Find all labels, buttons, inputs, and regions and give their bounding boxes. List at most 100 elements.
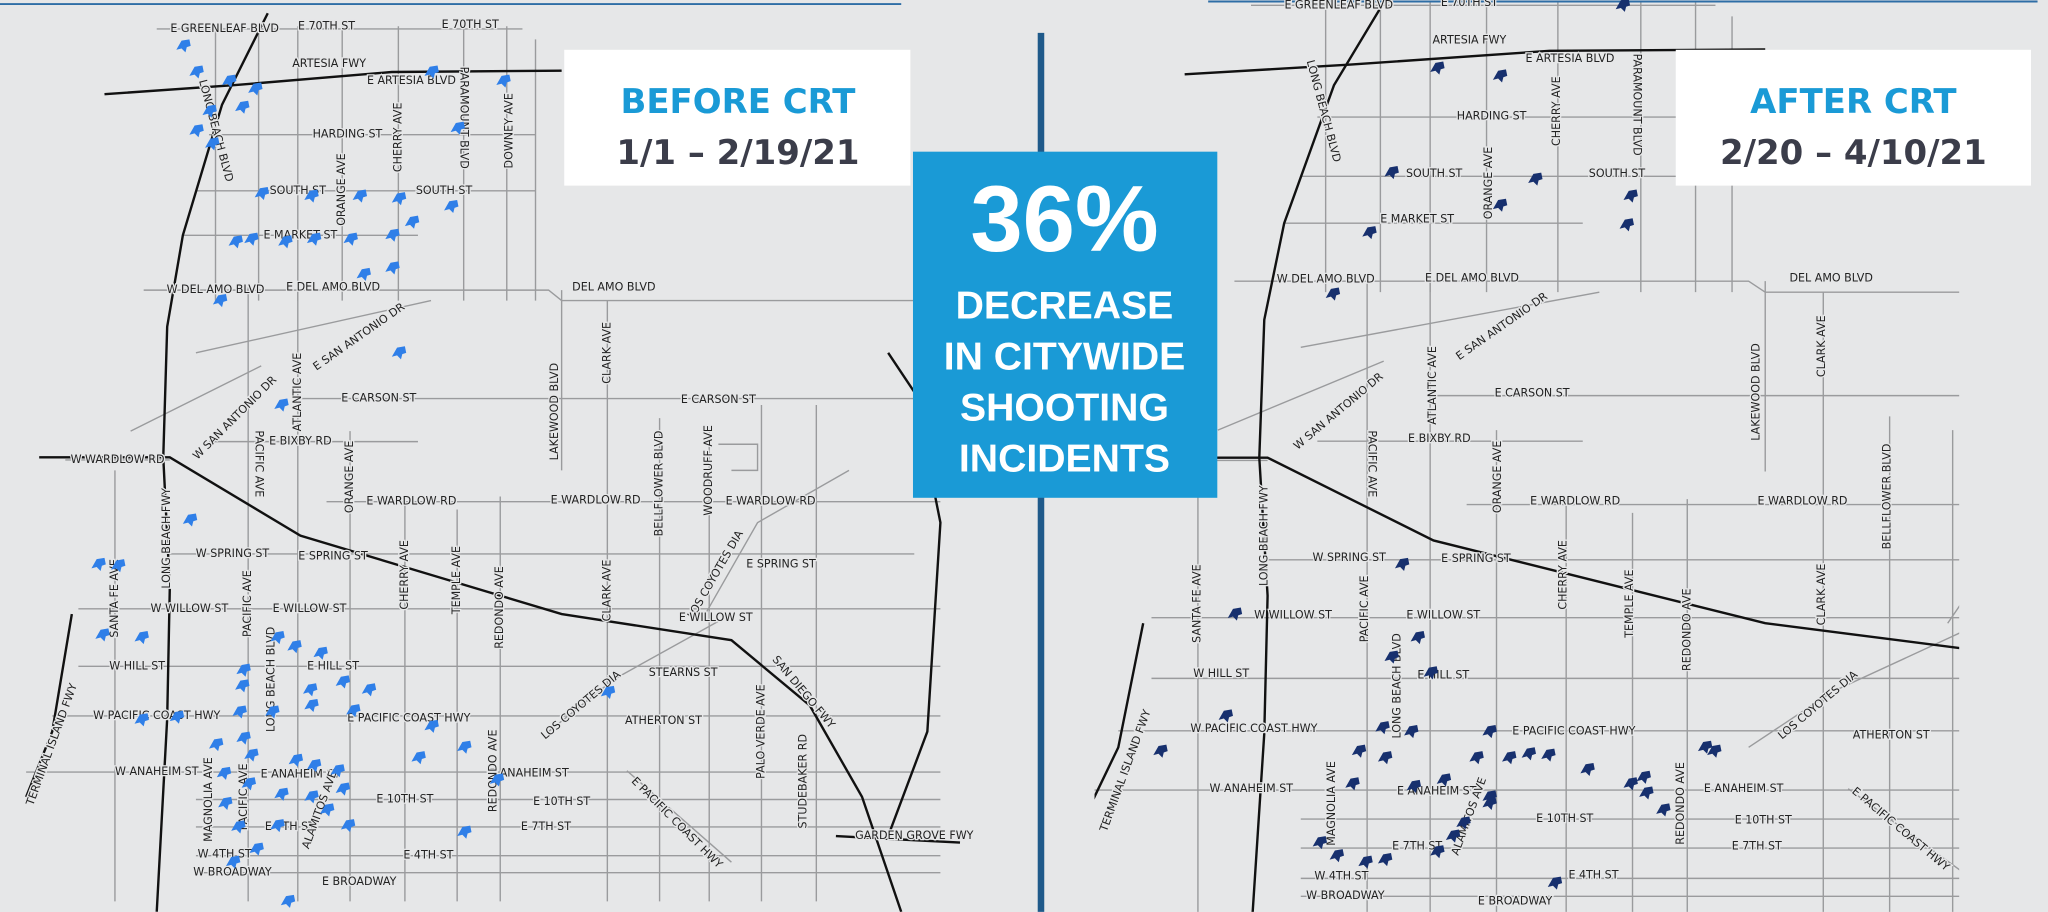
freeway bbox=[888, 353, 940, 836]
incident-marker bbox=[278, 235, 293, 249]
incident-marker bbox=[1623, 777, 1638, 791]
incident-marker bbox=[335, 782, 351, 796]
incident-marker bbox=[212, 294, 228, 308]
street-label: CHERRY AVE bbox=[1550, 76, 1563, 146]
incident-marker bbox=[236, 663, 251, 677]
street-label: REDONDO AVE bbox=[1674, 762, 1687, 845]
incident-marker bbox=[249, 842, 264, 856]
street-label: E BROADWAY bbox=[322, 875, 397, 888]
street-label: W WILLOW ST bbox=[1254, 608, 1332, 621]
incident-marker bbox=[236, 731, 251, 745]
incident-marker bbox=[1547, 876, 1563, 890]
incident-marker bbox=[134, 713, 149, 727]
incident-marker bbox=[1656, 803, 1671, 817]
incident-marker bbox=[1469, 751, 1484, 765]
street bbox=[196, 301, 431, 353]
street bbox=[1749, 623, 1981, 747]
street-label: E BIXBY RD bbox=[269, 435, 332, 448]
street-label: E WARDLOW RD bbox=[726, 495, 816, 508]
incident-marker bbox=[1521, 747, 1536, 761]
incident-marker bbox=[600, 685, 616, 699]
street-label: LONG BEACH FWY bbox=[160, 488, 173, 589]
incident-marker bbox=[304, 698, 319, 712]
street-label: W HILL ST bbox=[1193, 667, 1249, 680]
after-title-box bbox=[1675, 49, 2032, 186]
incident-marker bbox=[335, 675, 351, 689]
street-label: CLARK AVE bbox=[1815, 564, 1828, 626]
incident-marker bbox=[404, 215, 420, 229]
incident-marker bbox=[225, 855, 241, 869]
street-label: E 70TH ST bbox=[442, 18, 499, 31]
incident-marker bbox=[287, 640, 302, 654]
road-network bbox=[26, 13, 960, 912]
street-label: MAGNOLIA AVE bbox=[1325, 761, 1338, 846]
incident-marker bbox=[1482, 796, 1497, 810]
street-label: W PACIFIC COAST HWY bbox=[93, 709, 220, 722]
street-label: W 4TH ST bbox=[198, 847, 252, 860]
street-label: E PACIFIC COAST HWY bbox=[1512, 725, 1635, 738]
street-label: MAGNOLIA AVE bbox=[202, 757, 215, 842]
incident-marker bbox=[218, 796, 233, 810]
incident-marker bbox=[320, 803, 335, 817]
incident-marker bbox=[356, 267, 371, 281]
incident-marker bbox=[274, 787, 289, 801]
incident-marker bbox=[424, 65, 439, 79]
street-label: REDONDO AVE bbox=[493, 566, 506, 649]
incident-marker bbox=[134, 631, 149, 645]
street-label: E PACIFIC COAST HWY bbox=[347, 712, 470, 725]
freeway bbox=[157, 13, 268, 912]
street-label: E ANAHEIM ST bbox=[261, 768, 341, 781]
street-label: E 10TH ST bbox=[376, 793, 433, 806]
callout-headline: 36% bbox=[970, 166, 1158, 271]
freeway bbox=[1251, 0, 1392, 912]
incident-marker bbox=[330, 764, 345, 778]
street bbox=[1234, 281, 2048, 292]
incident-marker bbox=[1406, 779, 1422, 793]
incident-marker bbox=[91, 557, 106, 571]
incident-marker bbox=[265, 705, 280, 719]
street-label: PACIFIC AVE bbox=[237, 763, 250, 830]
incident-marker bbox=[424, 719, 439, 733]
street bbox=[1218, 361, 1384, 430]
street-label: TEMPLE AVE bbox=[1623, 569, 1636, 638]
street-label: ATHERTON ST bbox=[1853, 729, 1930, 742]
incident-marker bbox=[450, 121, 465, 135]
incident-marker bbox=[1384, 650, 1399, 664]
street-label: W DEL AMO BLVD bbox=[1277, 273, 1375, 286]
incident-marker bbox=[391, 346, 407, 360]
street-label: W SPRING ST bbox=[196, 547, 270, 560]
street-label: PARAMOUNT BLVD bbox=[458, 67, 471, 169]
street-label: E SPRING ST bbox=[1441, 552, 1511, 565]
street-label: PACIFIC AVE bbox=[1358, 575, 1371, 642]
street-label: LONG BEACH BLVD bbox=[1391, 633, 1404, 738]
street-label: E BROADWAY bbox=[1478, 894, 1553, 907]
incident-marker bbox=[1492, 198, 1508, 212]
street-label: E CARSON ST bbox=[341, 392, 416, 405]
street-label: ARTESIA FWY bbox=[1432, 34, 1506, 47]
street-label: PACIFIC AVE bbox=[1365, 430, 1378, 497]
street-label: E SPRING ST bbox=[746, 557, 816, 570]
street-label: ARTESIA FWY bbox=[292, 57, 366, 70]
incident-marker bbox=[1325, 287, 1341, 301]
street-label: ORANGE AVE bbox=[1482, 147, 1495, 220]
street-label: E DEL AMO BLVD bbox=[1425, 271, 1519, 284]
before-incidents bbox=[91, 39, 616, 908]
street-label: STUDEBAKER RD bbox=[796, 734, 809, 828]
incident-marker bbox=[248, 82, 263, 96]
street-label: PACIFIC AVE bbox=[241, 570, 254, 637]
street-label: CHERRY AVE bbox=[398, 540, 411, 610]
street-label: E MARKET ST bbox=[264, 228, 338, 241]
street-label: SANTA FE AVE bbox=[108, 559, 121, 638]
street-label: REDONDO AVE bbox=[1681, 588, 1694, 671]
street-label: E WARDLOW RD bbox=[551, 493, 641, 506]
incident-marker bbox=[1482, 790, 1497, 804]
street-label: REDONDO AVE bbox=[487, 729, 500, 812]
incident-marker bbox=[1623, 189, 1638, 203]
incident-marker bbox=[231, 820, 246, 834]
incident-marker bbox=[169, 710, 185, 724]
incident-marker bbox=[216, 766, 232, 780]
street-label: CHERRY AVE bbox=[391, 103, 404, 173]
street-label: W BROADWAY bbox=[1306, 889, 1385, 902]
street-label: CHERRY AVE bbox=[1556, 540, 1569, 610]
after-map bbox=[1085, 0, 2048, 912]
